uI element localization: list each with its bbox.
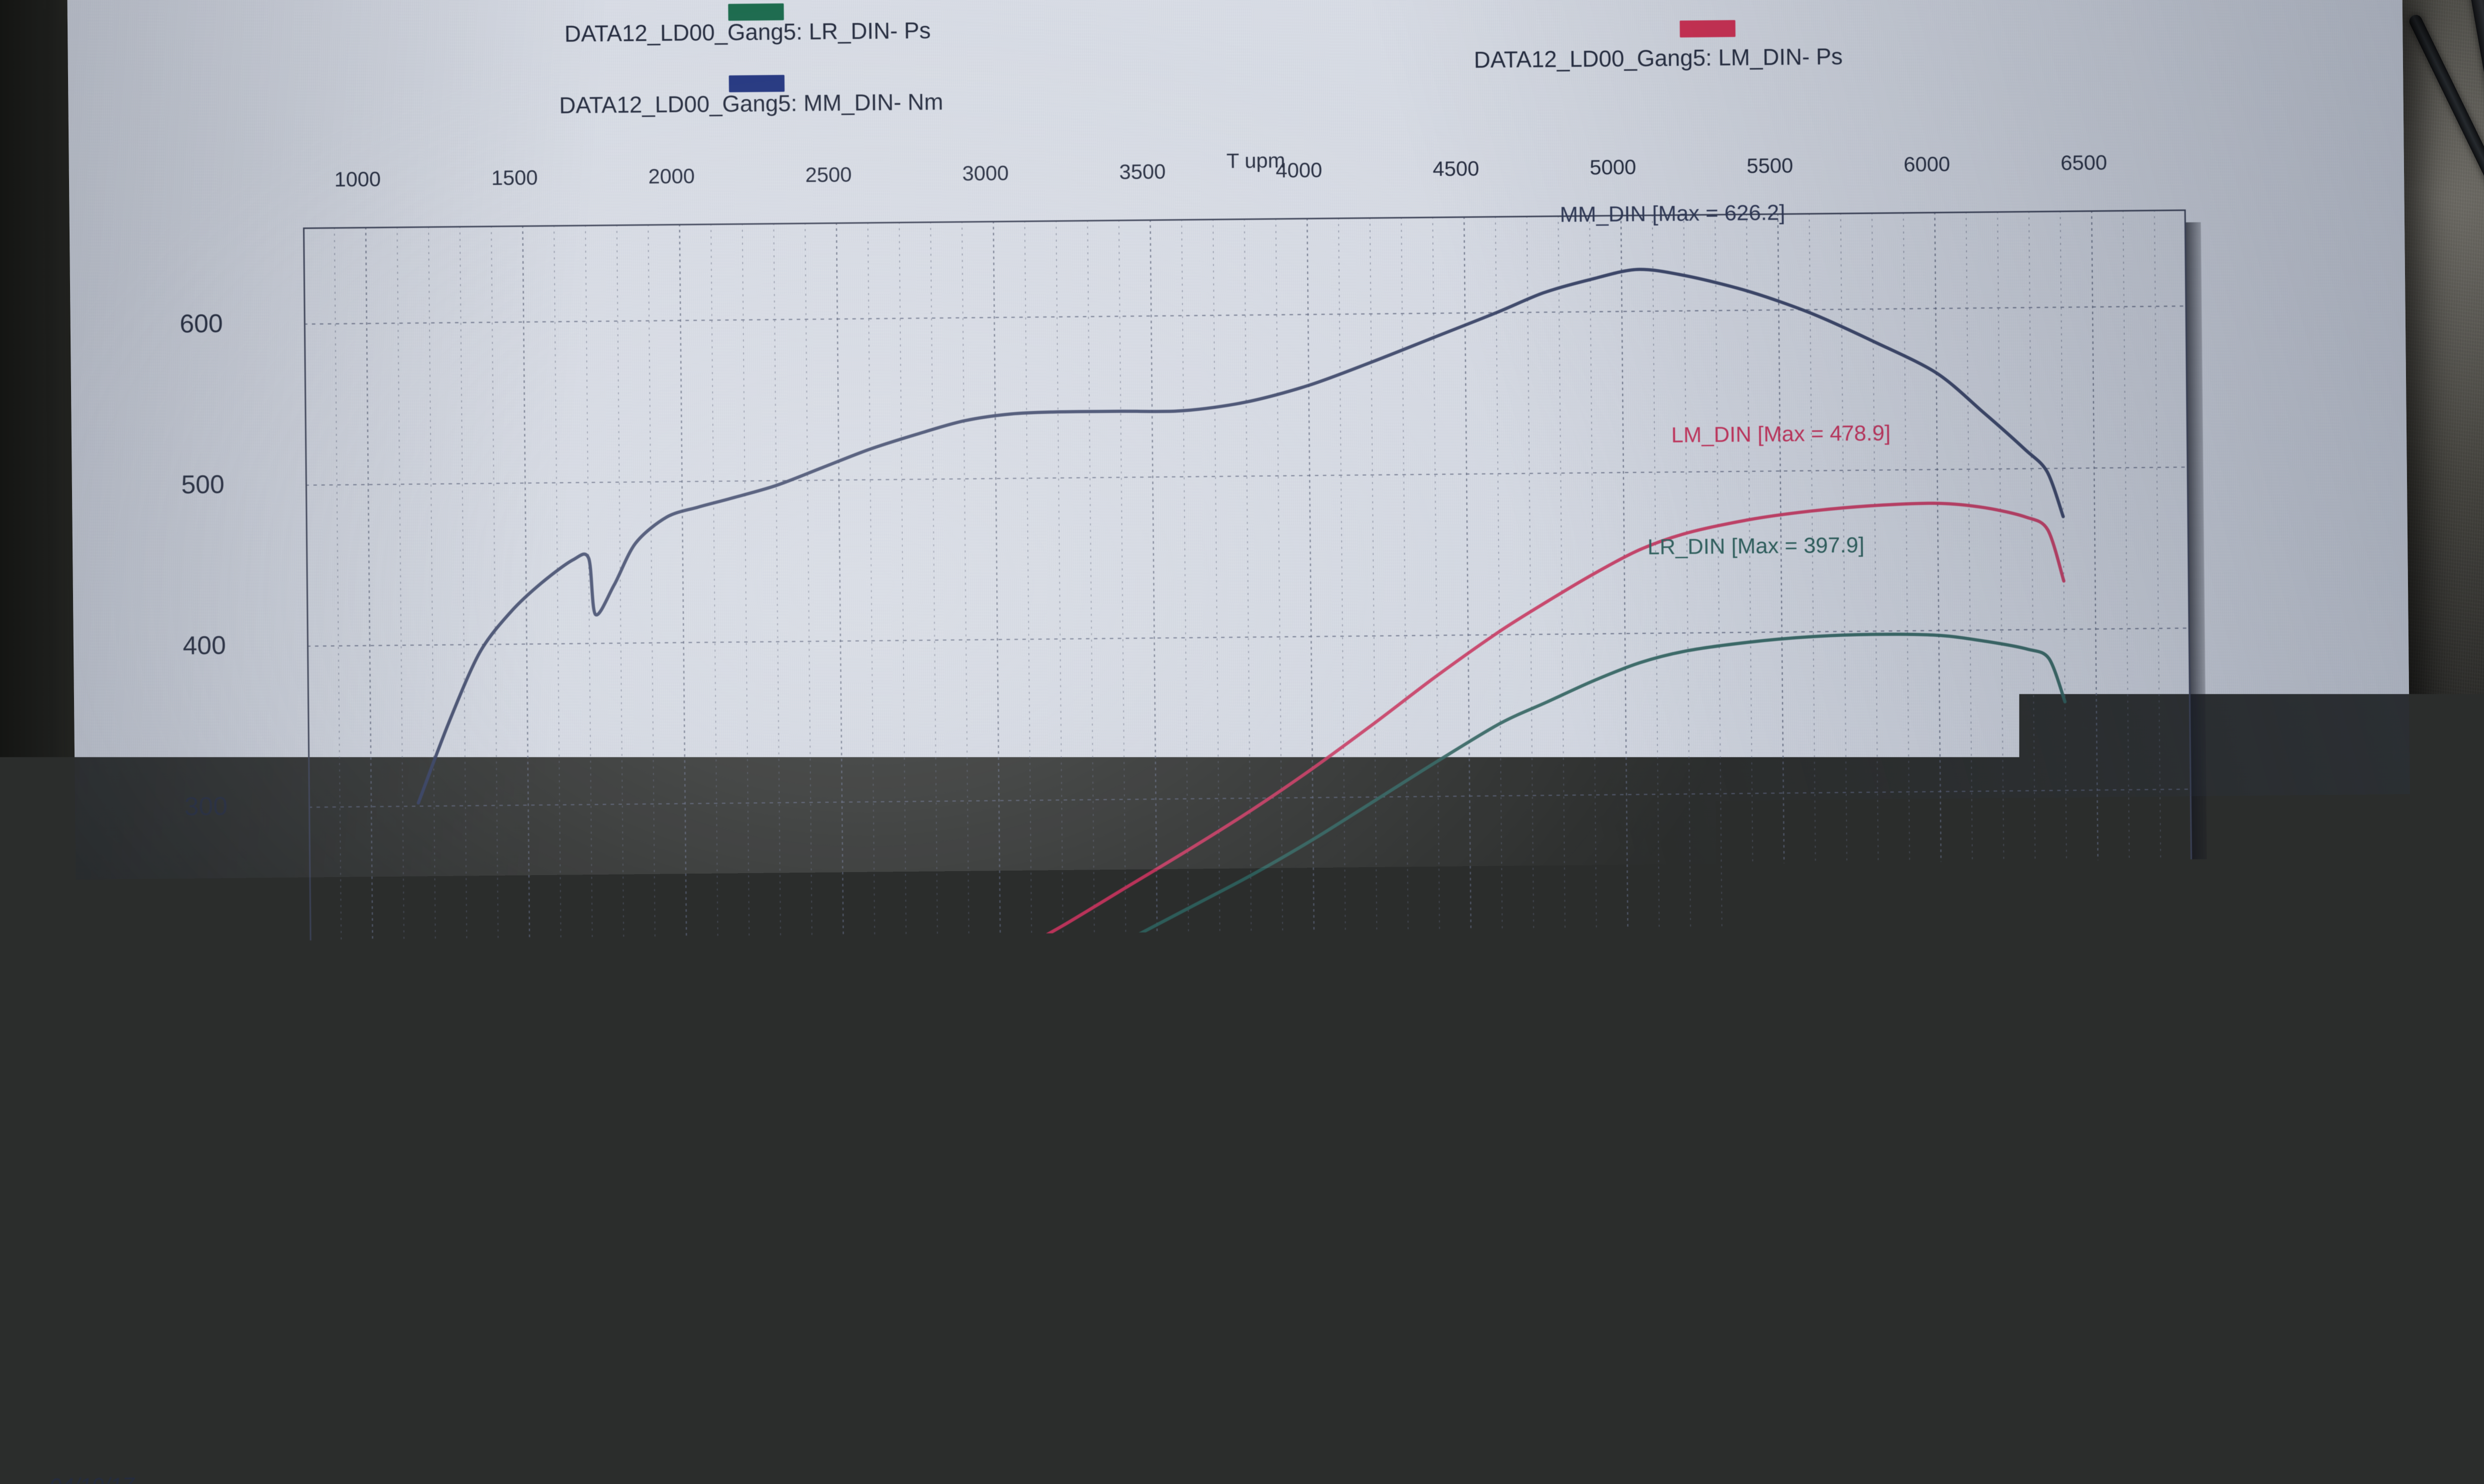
paper-lighting xyxy=(67,0,2416,1484)
screenshot-root: DATA12_LD00_Gang5, DATA12_LD00_Gang5: LR… xyxy=(0,0,2484,1484)
dyno-printout-paper: DATA12_LD00_Gang5, DATA12_LD00_Gang5: LR… xyxy=(67,0,2416,1484)
